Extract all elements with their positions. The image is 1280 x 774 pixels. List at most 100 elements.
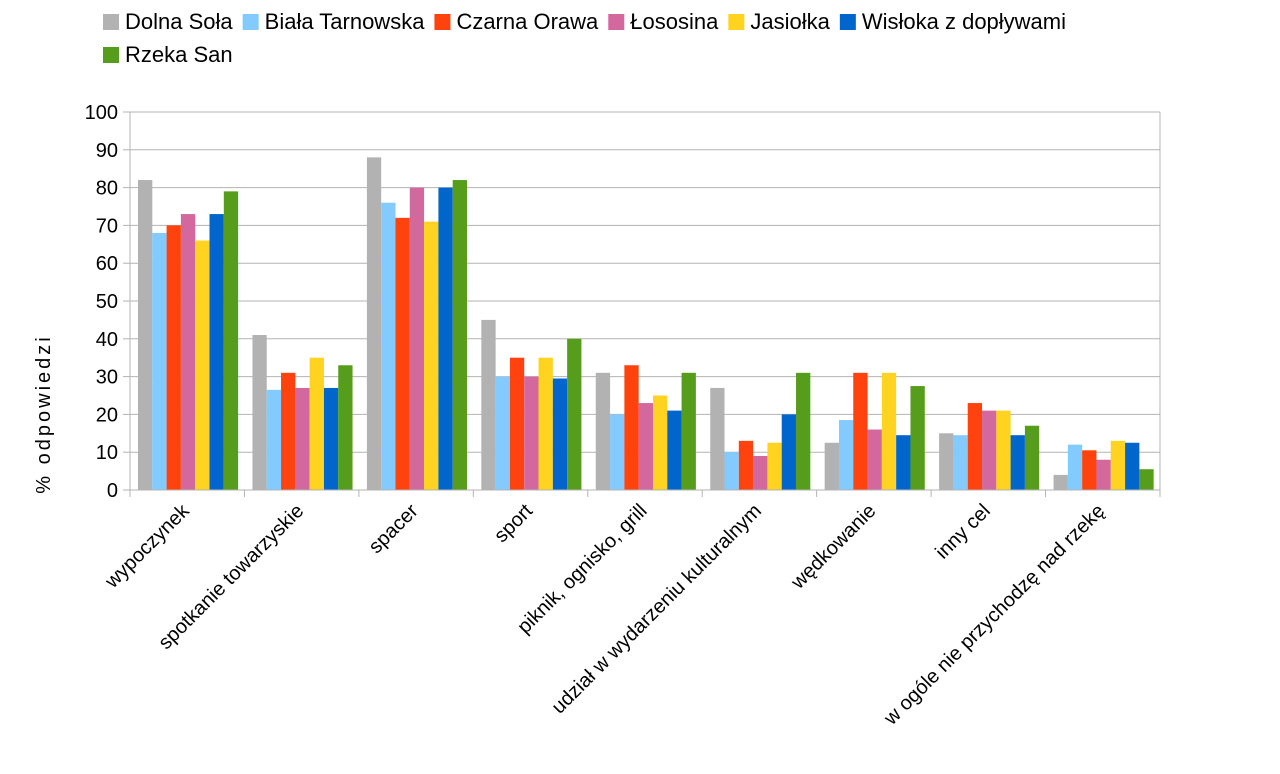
bar-wisloka-z-doplywami-wypoczynek — [209, 214, 224, 490]
bar-biala-tarnowska-sport — [495, 376, 510, 490]
bar-lososina-sport — [524, 376, 539, 490]
bar-rzeka-san-sport — [567, 338, 582, 490]
bar-rzeka-san-inny-cel — [1024, 425, 1040, 490]
bar-rzeka-san-spotkanie-towarzyskie — [338, 365, 353, 490]
bar-wisloka-z-doplywami-udzial-w-wydarzeniu-kulturalnym — [781, 414, 797, 490]
y-tick-label: 50 — [96, 291, 118, 313]
y-tick-label: 30 — [96, 367, 118, 389]
bar-jasiolka-sport — [538, 357, 553, 490]
legend-swatch — [434, 14, 451, 30]
legend-swatch — [242, 14, 259, 30]
bar-jasiolka-w-ogole-nie-przychodze-nad-rzeke — [1110, 440, 1126, 490]
y-tick-label: 20 — [96, 404, 118, 426]
bar-rzeka-san-wedkowanie — [910, 386, 925, 490]
bar-lososina-spacer — [409, 187, 425, 490]
legend-item-rzeka-san: Rzeka San — [103, 42, 233, 67]
bar-lososina-udzial-w-wydarzeniu-kulturalnym — [753, 455, 768, 490]
bar-wisloka-z-doplywami-piknik-ognisko-grill — [667, 410, 682, 490]
bar-dolna-sola-piknik-ognisko-grill — [595, 372, 611, 490]
bar-czarna-orawa-wypoczynek — [166, 225, 181, 490]
bar-jasiolka-udzial-w-wydarzeniu-kulturalnym — [767, 442, 782, 490]
legend-label: Czarna Orawa — [456, 9, 599, 34]
y-tick-label: 0 — [107, 480, 118, 502]
bar-wisloka-z-doplywami-inny-cel — [1010, 435, 1025, 490]
legend-item-wisloka-z-doplywami: Wisłoka z dopływami — [839, 9, 1066, 34]
bar-jasiolka-spotkanie-towarzyskie — [309, 357, 324, 490]
legend-swatch — [839, 14, 856, 30]
y-tick-label: 90 — [96, 140, 118, 162]
bar-wisloka-z-doplywami-spacer — [438, 187, 453, 490]
y-axis-ticks: 0 10 20 30 40 50 60 70 80 90 100 — [85, 102, 130, 502]
legend-swatch — [728, 14, 745, 30]
bar-rzeka-san-piknik-ognisko-grill — [681, 372, 696, 490]
bar-dolna-sola-wypoczynek — [138, 180, 153, 491]
bar-biala-tarnowska-piknik-ognisko-grill — [610, 414, 625, 490]
bar-czarna-orawa-udzial-w-wydarzeniu-kulturalnym — [738, 440, 754, 490]
bar-jasiolka-spacer — [424, 221, 439, 490]
bar-wisloka-z-doplywami-w-ogole-nie-przychodze-nad-rzeke — [1125, 442, 1140, 490]
bar-wisloka-z-doplywami-spotkanie-towarzyskie — [323, 387, 339, 490]
x-tick-label-w-ogole-nie-przychodze-nad-rzeke: w ogóle nie przychodzę nad rzekę — [879, 500, 1109, 730]
legend-label: Rzeka San — [125, 42, 233, 67]
legend-label: Biała Tarnowska — [265, 9, 426, 34]
bar-dolna-sola-sport — [481, 319, 496, 490]
bar-czarna-orawa-inny-cel — [967, 403, 983, 490]
bar-czarna-orawa-spacer — [395, 217, 410, 490]
bar-czarna-orawa-wedkowanie — [853, 372, 868, 490]
y-tick-label: 70 — [96, 215, 118, 237]
bar-biala-tarnowska-udzial-w-wydarzeniu-kulturalnym — [724, 452, 739, 490]
x-tick-label-spacer: spacer — [365, 500, 423, 558]
legend-label: Wisłoka z dopływami — [862, 9, 1066, 34]
bar-biala-tarnowska-w-ogole-nie-przychodze-nad-rzeke — [1067, 444, 1083, 490]
bars — [138, 157, 1154, 491]
legend-item-jasiolka: Jasiołka — [728, 9, 831, 34]
bar-rzeka-san-w-ogole-nie-przychodze-nad-rzeke — [1139, 469, 1154, 490]
bar-biala-tarnowska-spacer — [381, 202, 396, 490]
y-tick-label: 60 — [96, 253, 118, 275]
y-tick-label: 80 — [96, 178, 118, 200]
legend-item-biala-tarnowska: Biała Tarnowska — [242, 9, 426, 34]
bar-biala-tarnowska-wedkowanie — [838, 420, 854, 490]
bar-jasiolka-inny-cel — [996, 410, 1011, 490]
bar-dolna-sola-spotkanie-towarzyskie — [252, 335, 267, 490]
bar-biala-tarnowska-spotkanie-towarzyskie — [266, 389, 282, 490]
bar-rzeka-san-wypoczynek — [223, 191, 239, 490]
bar-biala-tarnowska-wypoczynek — [152, 232, 167, 490]
bar-biala-tarnowska-inny-cel — [953, 435, 968, 490]
bar-czarna-orawa-spotkanie-towarzyskie — [281, 372, 296, 490]
bar-czarna-orawa-sport — [509, 357, 525, 490]
bar-dolna-sola-udzial-w-wydarzeniu-kulturalnym — [710, 387, 725, 490]
bar-jasiolka-wedkowanie — [881, 372, 897, 490]
bar-lososina-wedkowanie — [867, 429, 882, 490]
x-tick-label-udzial-w-wydarzeniu-kulturalnym: udział w wydarzeniu kulturalnym — [548, 500, 766, 718]
y-tick-label: 100 — [85, 102, 118, 124]
y-tick-label: 10 — [96, 442, 118, 464]
x-tick-label-piknik-ognisko-grill: piknik, ognisko, grill — [513, 500, 651, 638]
bar-dolna-sola-inny-cel — [939, 433, 954, 490]
bar-rzeka-san-spacer — [452, 180, 467, 491]
bar-czarna-orawa-w-ogole-nie-przychodze-nad-rzeke — [1082, 450, 1097, 490]
bar-lososina-spotkanie-towarzyskie — [295, 387, 310, 490]
legend-label: Łososina — [630, 9, 719, 34]
bar-lososina-piknik-ognisko-grill — [638, 403, 653, 490]
bar-dolna-sola-wedkowanie — [824, 442, 839, 490]
x-tick-label-inny-cel: inny cel — [931, 500, 995, 564]
legend-swatch — [103, 14, 119, 30]
y-tick-label: 40 — [96, 329, 118, 351]
legend-item-czarna-orawa: Czarna Orawa — [434, 9, 599, 34]
bar-lososina-inny-cel — [982, 410, 997, 490]
bar-lososina-w-ogole-nie-przychodze-nad-rzeke — [1096, 459, 1111, 490]
bar-jasiolka-wypoczynek — [195, 240, 210, 490]
bar-rzeka-san-udzial-w-wydarzeniu-kulturalnym — [796, 372, 811, 490]
bar-dolna-sola-spacer — [366, 157, 382, 491]
legend-swatch — [103, 47, 119, 63]
bar-wisloka-z-doplywami-wedkowanie — [896, 435, 911, 490]
x-tick-label-wypoczynek: wypoczynek — [100, 499, 194, 593]
legend-item-lososina: Łososina — [608, 9, 719, 34]
legend: Dolna Soła Biała Tarnowska Czarna Orawa Łos… — [103, 9, 1066, 67]
bar-czarna-orawa-piknik-ognisko-grill — [624, 365, 639, 490]
bar-lososina-wypoczynek — [180, 214, 196, 490]
bar-jasiolka-piknik-ognisko-grill — [652, 395, 668, 490]
